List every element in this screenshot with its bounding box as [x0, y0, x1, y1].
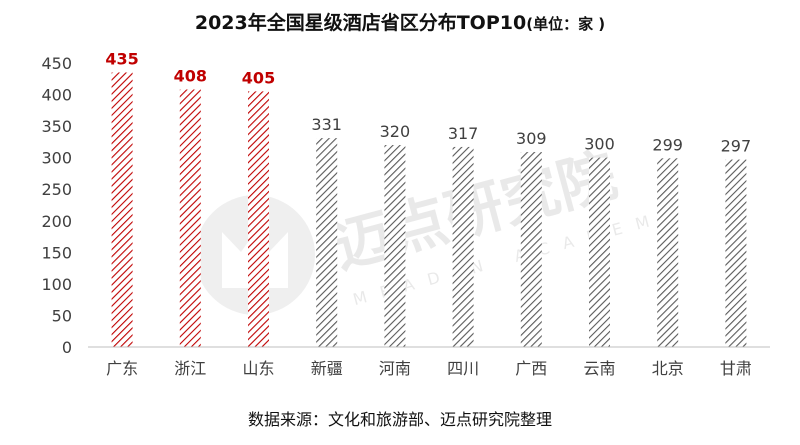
data-label-河南: 320: [380, 122, 411, 141]
data-label-山东: 405: [242, 68, 275, 87]
y-tick-label: 150: [41, 243, 72, 262]
bar-北京: [657, 158, 679, 347]
x-tick-label-广西: 广西: [515, 359, 547, 378]
data-label-广东: 435: [105, 49, 138, 68]
y-tick-label: 200: [41, 212, 72, 231]
bar-浙江: [179, 89, 201, 348]
x-tick-label-山东: 山东: [242, 359, 274, 378]
y-tick-label: 50: [52, 306, 72, 325]
source-note: 数据来源：文化和旅游部、迈点研究院整理: [247, 410, 552, 429]
data-label-浙江: 408: [174, 67, 207, 86]
y-tick-label: 250: [41, 180, 72, 199]
bar-山东: [248, 91, 269, 348]
bar-云南: [589, 157, 610, 347]
data-label-北京: 299: [652, 135, 683, 154]
x-tick-label-四川: 四川: [447, 359, 479, 378]
bars: [111, 72, 747, 348]
x-tick-label-新疆: 新疆: [311, 359, 343, 378]
bar-四川: [452, 146, 474, 347]
y-tick-label: 400: [41, 86, 72, 105]
data-labels: 435 408 405 331 320 317 309 300 299 297: [105, 49, 751, 155]
bar-甘肃: [725, 159, 747, 347]
bar-河南: [384, 145, 406, 347]
data-label-四川: 317: [448, 124, 479, 143]
x-tick-label-北京: 北京: [652, 359, 684, 378]
data-label-云南: 300: [584, 135, 615, 154]
y-tick-label: 300: [41, 149, 72, 168]
data-label-新疆: 331: [311, 115, 342, 134]
bar-新疆: [316, 138, 338, 347]
data-label-广西: 309: [516, 129, 547, 148]
x-tick-label-甘肃: 甘肃: [720, 359, 752, 378]
y-tick-label: 450: [41, 54, 72, 73]
x-tick-label-广东: 广东: [106, 359, 138, 378]
y-tick-label: 350: [41, 117, 72, 136]
chart-title: 2023年全国星级酒店省区分布TOP10(单位：家 ): [0, 8, 800, 35]
x-tick-label-河南: 河南: [379, 359, 411, 378]
x-axis-labels: 广东 浙江 山东 新疆 河南 四川 广西 云南 北京 甘肃: [106, 359, 752, 378]
y-axis: 0 50 100 150 200 250 300 350 400 450: [41, 54, 72, 357]
data-label-甘肃: 297: [721, 137, 752, 156]
x-tick-label-浙江: 浙江: [174, 359, 206, 378]
y-tick-label: 100: [41, 275, 72, 294]
bar-广西: [520, 151, 542, 347]
x-tick-label-云南: 云南: [583, 359, 615, 378]
chart-title-main: 2023年全国星级酒店省区分布TOP10: [194, 12, 527, 34]
bar-广东: [111, 72, 133, 347]
chart-title-unit: (单位：家 ): [526, 15, 606, 33]
y-tick-label: 0: [62, 338, 72, 357]
